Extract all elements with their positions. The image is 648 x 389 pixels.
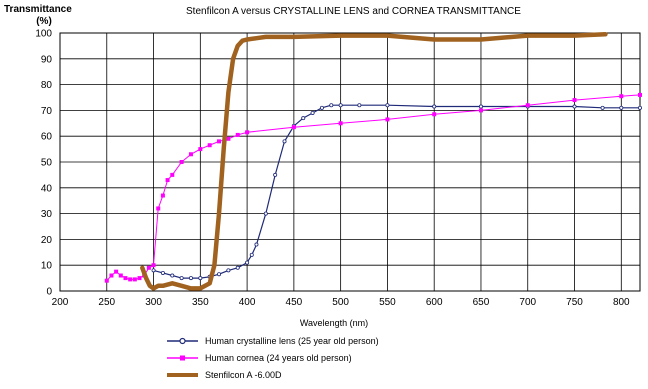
chart-title: Stenfilcon A versus CRYSTALLINE LENS and… [186, 6, 521, 17]
series-point-1 [357, 103, 362, 108]
series-point-1 [572, 104, 577, 109]
series-point-1 [245, 260, 250, 265]
y-axis-label: Transmittance (%) [4, 4, 84, 28]
series-point-1 [273, 172, 278, 177]
y-tick-label: 20 [41, 235, 53, 246]
series-point-2 [109, 273, 114, 278]
y-tick-label: 100 [35, 29, 52, 40]
series-point-1 [151, 268, 156, 273]
series-point-1 [338, 103, 343, 108]
series-point-2 [165, 178, 170, 183]
series-point-2 [118, 273, 123, 278]
series-point-1 [282, 139, 287, 144]
y-tick-label: 80 [41, 80, 53, 91]
series-point-1 [226, 268, 231, 273]
series-point-2 [104, 278, 109, 283]
series-point-2 [478, 108, 483, 113]
series-point-1 [638, 105, 643, 110]
x-tick-label: 350 [192, 297, 209, 308]
y-tick-label: 0 [46, 287, 52, 298]
x-tick-label: 800 [613, 297, 630, 308]
series-point-1 [170, 273, 175, 278]
series-point-2 [572, 98, 577, 103]
legend-swatch-2 [167, 355, 198, 361]
y-tick-label: 90 [41, 54, 53, 65]
series-point-1 [329, 103, 334, 108]
x-tick-label: 450 [286, 297, 303, 308]
series-point-2 [123, 276, 128, 281]
series-point-2 [338, 121, 343, 126]
series-point-2 [160, 193, 165, 198]
x-tick-label: 650 [473, 297, 490, 308]
series-point-1 [319, 105, 324, 110]
series-point-1 [249, 252, 254, 257]
series-point-2 [385, 117, 390, 122]
y-tick-label: 30 [41, 209, 53, 220]
x-tick-label: 750 [566, 297, 583, 308]
series-point-2 [156, 206, 161, 211]
y-tick-label: 70 [41, 106, 53, 117]
series-point-2 [226, 136, 231, 141]
series-point-2 [132, 277, 137, 282]
series-point-2 [114, 269, 119, 274]
series-point-1 [619, 105, 624, 110]
series-point-1 [217, 272, 222, 277]
series-point-2 [137, 276, 142, 281]
legend-label-3: Stenfilcon A -6.00D [205, 370, 282, 380]
legend-swatch-1 [167, 337, 198, 345]
series-point-2 [179, 160, 184, 164]
x-axis-label: Wavelength (nm) [299, 318, 369, 328]
series-point-1 [600, 105, 605, 110]
x-tick-label: 600 [426, 297, 443, 308]
series-point-1 [432, 104, 437, 109]
series-point-2 [207, 143, 212, 148]
series-point-1 [160, 270, 165, 275]
x-tick-label: 400 [239, 297, 256, 308]
series-point-1 [478, 104, 483, 109]
x-tick-label: 500 [332, 297, 349, 308]
series-point-2 [432, 112, 437, 117]
series-point-2 [217, 139, 222, 144]
series-point-2 [188, 152, 193, 157]
series-point-1 [235, 265, 240, 270]
series-point-1 [198, 276, 203, 281]
series-point-2 [525, 103, 530, 108]
y-axis-label-line1: Transmittance [4, 4, 72, 15]
x-tick-label: 300 [145, 297, 162, 308]
legend-label-2: Human cornea (24 years old person) [205, 353, 352, 363]
y-tick-label: 50 [41, 158, 53, 169]
series-point-2 [245, 130, 250, 135]
series-point-2 [128, 277, 133, 282]
series-point-1 [263, 211, 268, 216]
y-axis-label-line2: (%) [36, 16, 52, 27]
x-tick-label: 700 [519, 297, 536, 308]
y-tick-label: 60 [41, 132, 53, 143]
series-point-2 [151, 263, 156, 268]
x-tick-label: 200 [52, 297, 69, 308]
series-point-2 [291, 125, 296, 130]
series-point-2 [619, 94, 624, 99]
legend-swatch-3 [167, 373, 198, 377]
y-tick-label: 10 [41, 261, 53, 272]
series-point-2 [198, 147, 203, 152]
series-point-1 [179, 276, 184, 281]
series-point-2 [638, 92, 642, 97]
series-point-1 [254, 242, 259, 247]
series-point-1 [385, 103, 390, 108]
series-point-2 [146, 265, 151, 270]
series-point-2 [235, 132, 240, 137]
y-tick-label: 40 [41, 183, 53, 194]
legend-label-1: Human crystalline lens (25 year old pers… [205, 336, 379, 346]
series-point-1 [310, 110, 315, 115]
x-tick-label: 250 [98, 297, 115, 308]
series-line-3 [140, 32, 608, 291]
series-point-1 [301, 116, 306, 121]
series-point-2 [170, 172, 175, 177]
series-point-1 [188, 276, 193, 281]
x-tick-label: 550 [379, 297, 396, 308]
